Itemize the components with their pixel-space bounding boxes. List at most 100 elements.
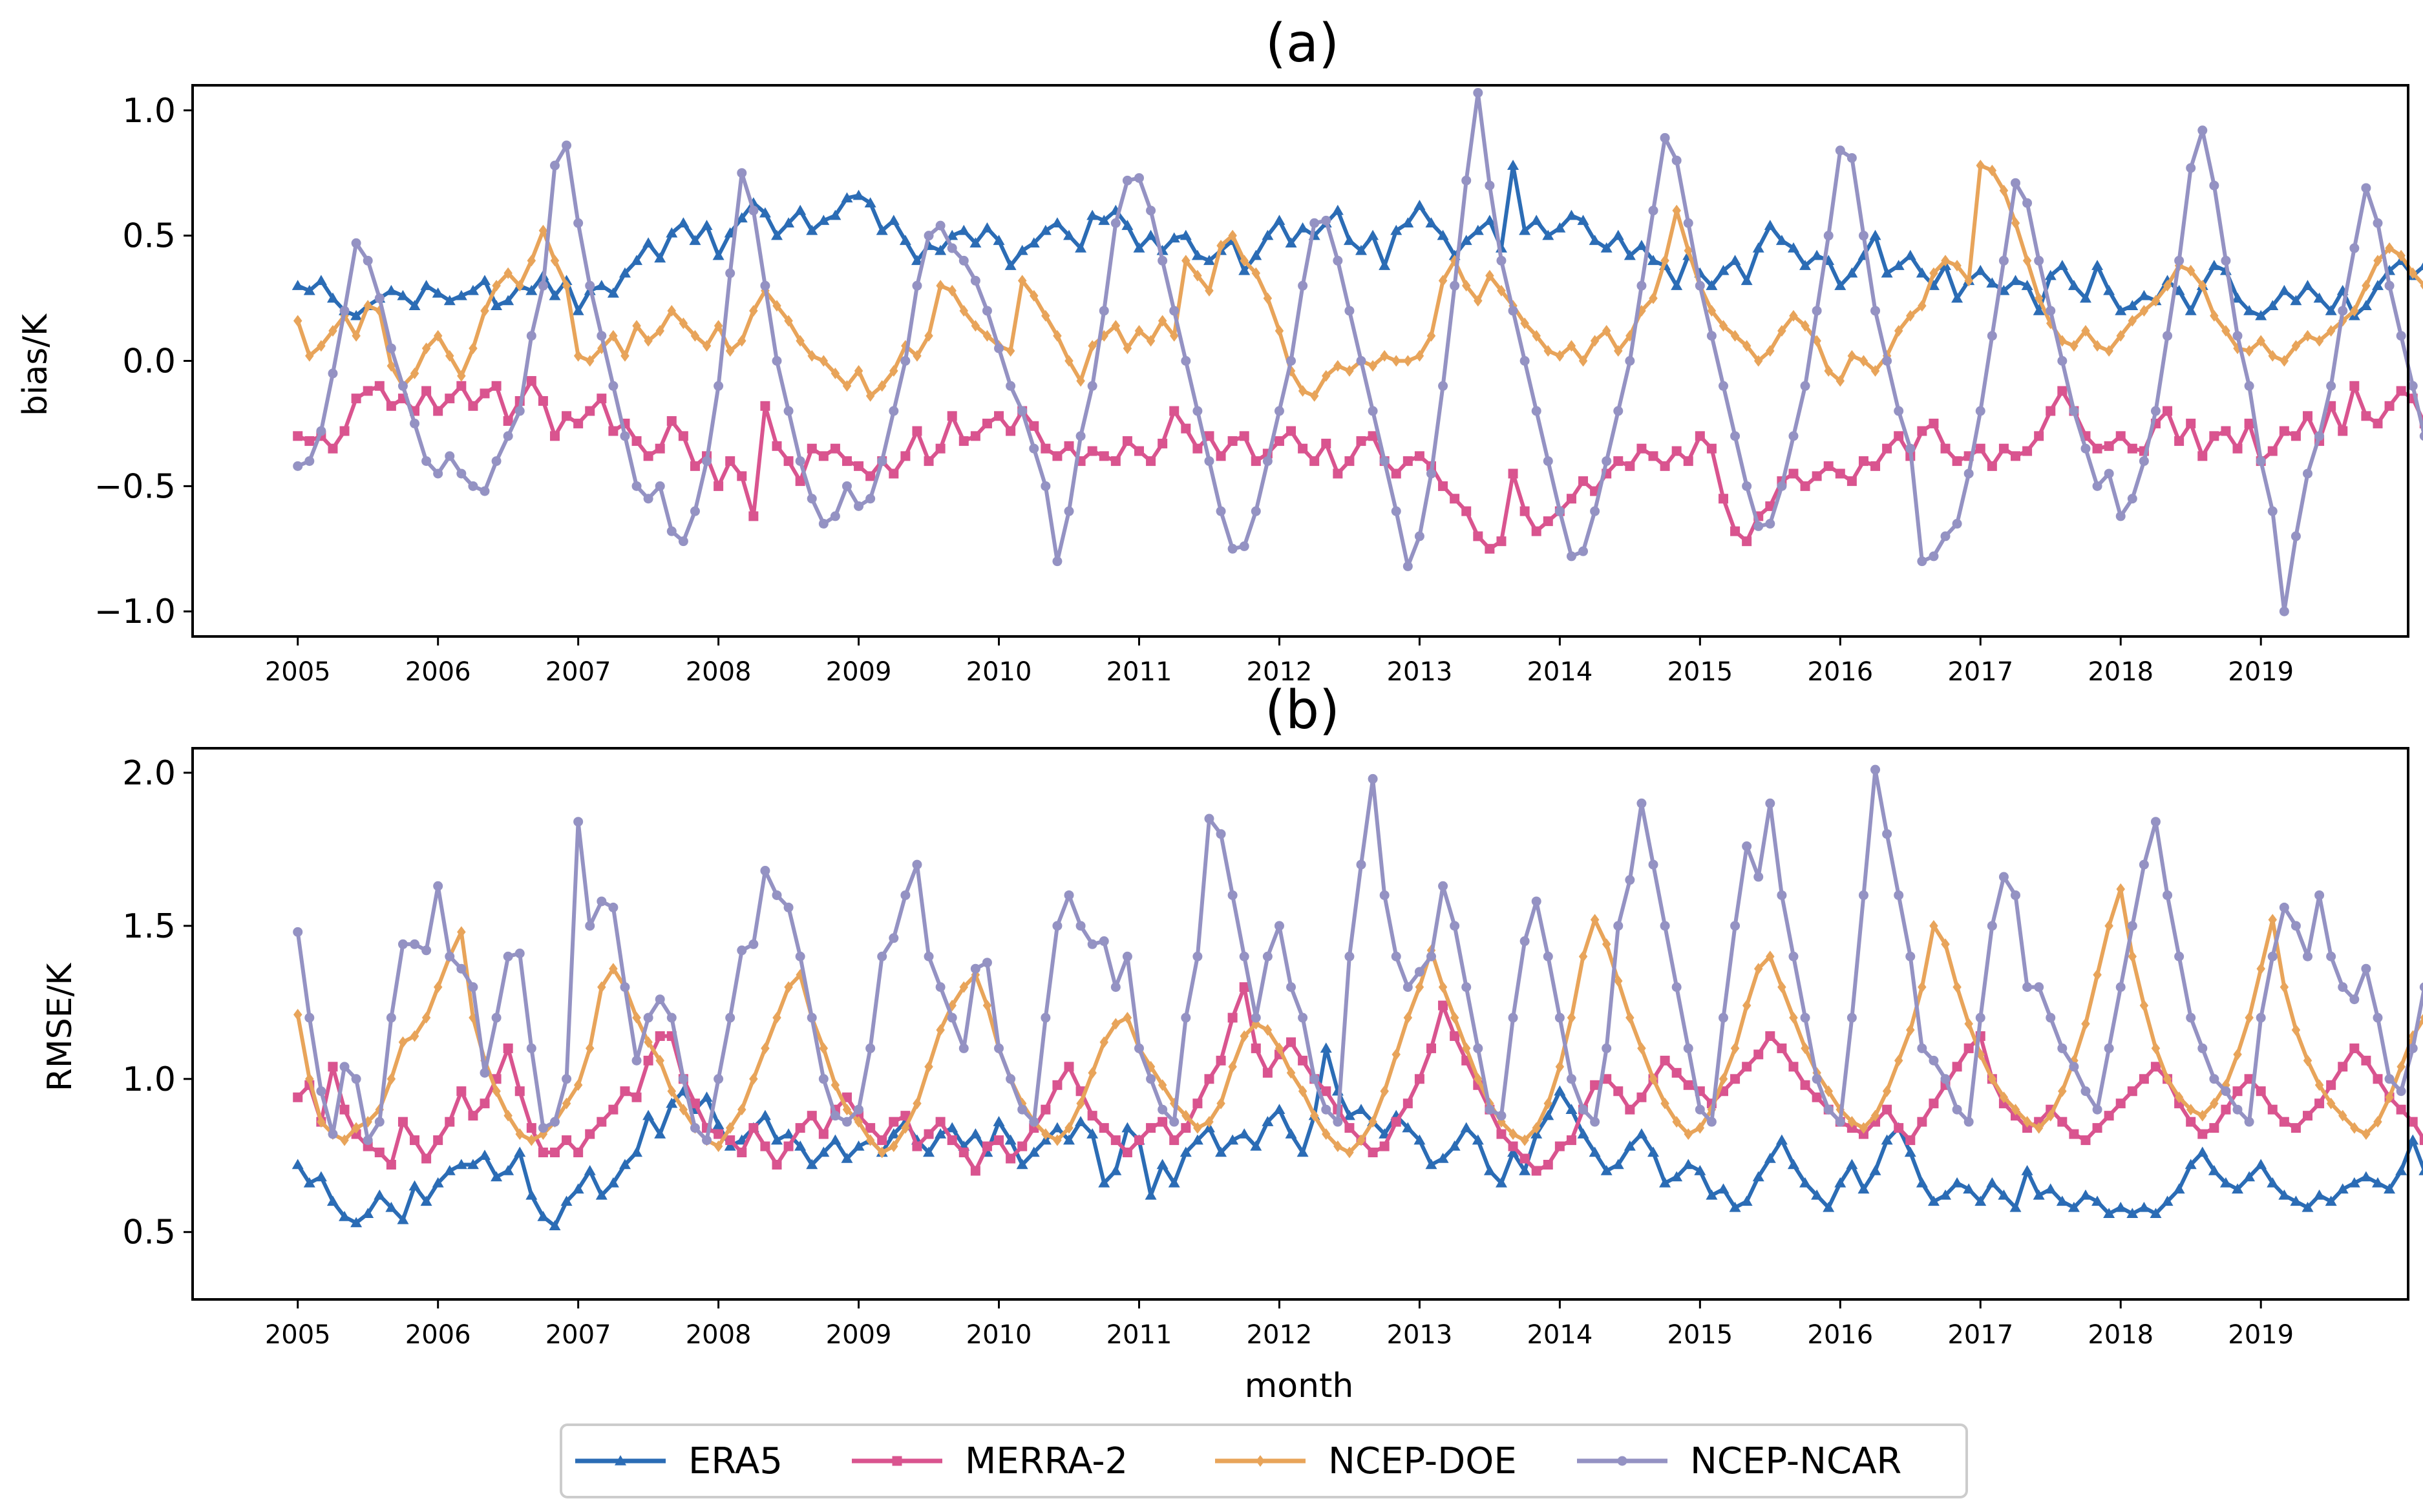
data-point-ncep-ncar [514,406,525,416]
data-point-era5 [1717,1183,1730,1194]
data-point-ncep-ncar [702,456,712,467]
data-point-era5 [1390,224,1402,235]
data-point-ncep-ncar [1368,773,1378,784]
data-point-era5 [2395,1164,2407,1175]
data-point-ncep-ncar [818,1074,829,1084]
data-point-merra-2 [2349,381,2360,391]
data-point-ncep-doe [1777,324,1786,337]
data-point-merra-2 [935,443,946,454]
data-point-ncep-ncar [1426,468,1436,479]
data-point-ncep-ncar [2186,1013,2196,1023]
data-point-era5 [1425,1159,1437,1170]
data-point-ncep-doe [2233,1048,2242,1060]
data-point-ncep-doe [2022,255,2032,267]
data-point-ncep-ncar [1858,231,1868,241]
data-point-merra-2 [1554,1141,1565,1151]
data-point-era5 [1098,1177,1110,1188]
data-point-merra-2 [585,406,595,416]
x-tick-label: 2013 [1387,657,1453,687]
data-point-era5 [2126,300,2139,310]
data-point-era5 [1775,1134,1788,1145]
data-point-ncep-doe [1251,267,1261,279]
data-point-merra-2 [1356,436,1366,446]
data-point-merra-2 [1566,494,1576,504]
data-point-ncep-doe [831,1079,840,1091]
data-point-merra-2 [2209,431,2219,441]
data-point-ncep-doe [1158,315,1167,327]
data-point-era5 [1846,267,1858,278]
data-point-ncep-ncar [912,280,922,291]
data-point-era5 [759,1109,771,1120]
data-point-merra-2 [2069,1129,2079,1139]
data-point-ncep-ncar [2384,280,2395,291]
data-point-ncep-doe [1918,300,1927,312]
data-point-era5 [1168,1177,1180,1188]
data-point-ncep-ncar [2326,381,2336,391]
data-point-ncep-doe [2303,330,2312,342]
data-point-ncep-ncar [2163,331,2173,341]
data-point-ncep-ncar [1695,1104,1705,1115]
data-point-ncep-ncar [678,536,688,547]
data-point-ncep-ncar [1508,1013,1518,1023]
data-point-ncep-ncar [994,1043,1004,1053]
data-point-ncep-doe [2104,344,2113,357]
data-point-ncep-doe [655,1055,664,1067]
data-point-era5 [1741,1195,1753,1206]
data-point-ncep-doe [2385,1091,2394,1104]
data-point-era5 [1577,1128,1589,1139]
data-point-era5 [2185,1159,2197,1170]
data-point-merra-2 [2046,406,2056,416]
data-point-merra-2 [1660,1055,1670,1066]
data-point-merra-2 [2034,431,2044,441]
data-point-era5 [479,1150,491,1160]
data-point-ncep-doe [959,304,969,317]
data-point-ncep-doe [492,280,501,292]
data-point-ncep-doe [924,1060,933,1073]
data-point-ncep-ncar [316,426,326,436]
data-point-ncep-doe [2011,1104,2020,1116]
legend-marker-era5 [615,1455,626,1465]
data-point-ncep-ncar [573,218,584,228]
data-point-ncep-ncar [363,1135,373,1146]
data-point-ncep-ncar [1952,519,1962,529]
data-point-ncep-doe [2163,280,2172,292]
data-point-era5 [1577,215,1589,226]
data-point-merra-2 [1064,1062,1074,1072]
data-point-merra-2 [1952,456,1962,467]
data-point-ncep-ncar [2069,1062,2079,1072]
series-line-ncep-ncar-a [297,90,2423,614]
data-point-era5 [1940,1189,1952,1200]
data-point-ncep-ncar [1531,406,1541,416]
data-point-merra-2 [1251,1043,1261,1053]
data-point-era5 [607,287,619,298]
data-point-merra-2 [2326,1080,2336,1090]
data-point-merra-2 [1963,1043,1974,1053]
data-point-ncep-ncar [538,1123,548,1133]
data-point-ncep-ncar [468,481,478,491]
data-point-ncep-doe [1602,938,1611,950]
data-point-ncep-ncar [1227,890,1238,900]
data-point-merra-2 [1309,456,1320,467]
data-point-ncep-doe [2163,1073,2172,1085]
y-axis-label-b: RMSE/K [41,962,79,1091]
data-point-era5 [1927,1195,1940,1206]
data-point-ncep-doe [1064,355,1074,367]
data-point-era5 [1413,200,1426,210]
data-point-ncep-doe [796,335,805,347]
data-point-era5 [1051,1122,1063,1133]
data-point-ncep-ncar [1251,506,1261,516]
y-tick-label: 1.0 [122,92,176,131]
data-point-era5 [701,1091,713,1102]
data-point-ncep-ncar [924,231,934,241]
data-point-ncep-doe [1134,324,1144,337]
data-point-ncep-ncar [2150,406,2161,416]
data-point-ncep-doe [725,344,735,357]
data-point-merra-2 [1344,1123,1355,1133]
data-point-ncep-ncar [1344,951,1355,961]
data-point-era5 [2079,292,2091,303]
x-tick-label: 2016 [1807,657,1873,687]
data-point-ncep-ncar [1274,921,1284,931]
data-point-era5 [1554,1085,1566,1096]
data-point-ncep-ncar [1671,982,1682,992]
data-point-era5 [1004,260,1017,270]
